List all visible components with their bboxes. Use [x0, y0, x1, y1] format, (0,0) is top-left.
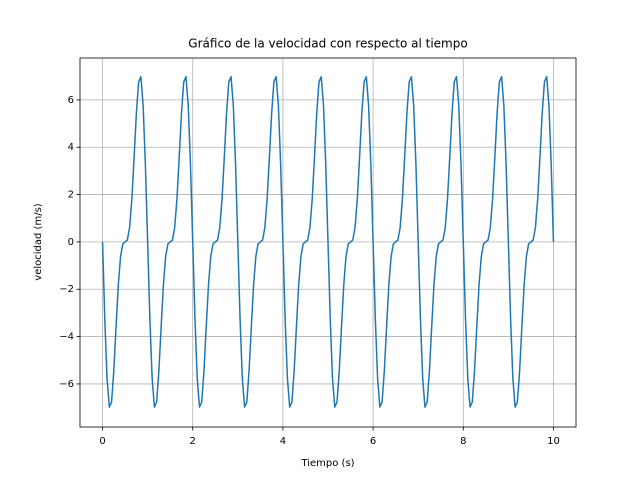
y-tick-label: 2 [68, 190, 74, 201]
data-line [101, 75, 555, 408]
x-tick-label: 2 [190, 436, 196, 447]
x-tick-label: 0 [99, 436, 105, 447]
chart-title: Gráfico de la velocidad con respecto al … [188, 37, 467, 51]
x-axis-label: Tiempo (s) [300, 458, 354, 469]
y-tick-label: −4 [59, 332, 74, 343]
y-tick-label: 0 [68, 237, 74, 248]
x-tick-label: 4 [280, 436, 286, 447]
plot-frame [79, 57, 577, 428]
y-axis-label: velocidad (m/s) [33, 203, 44, 280]
y-tick-label: −6 [59, 379, 74, 390]
x-tick-label: 10 [547, 436, 560, 447]
y-tick-label: −2 [59, 284, 74, 295]
y-tick-label: 4 [68, 142, 74, 153]
y-tick-label: 6 [68, 95, 74, 106]
x-tick-label: 6 [370, 436, 376, 447]
x-tick-label: 8 [460, 436, 466, 447]
